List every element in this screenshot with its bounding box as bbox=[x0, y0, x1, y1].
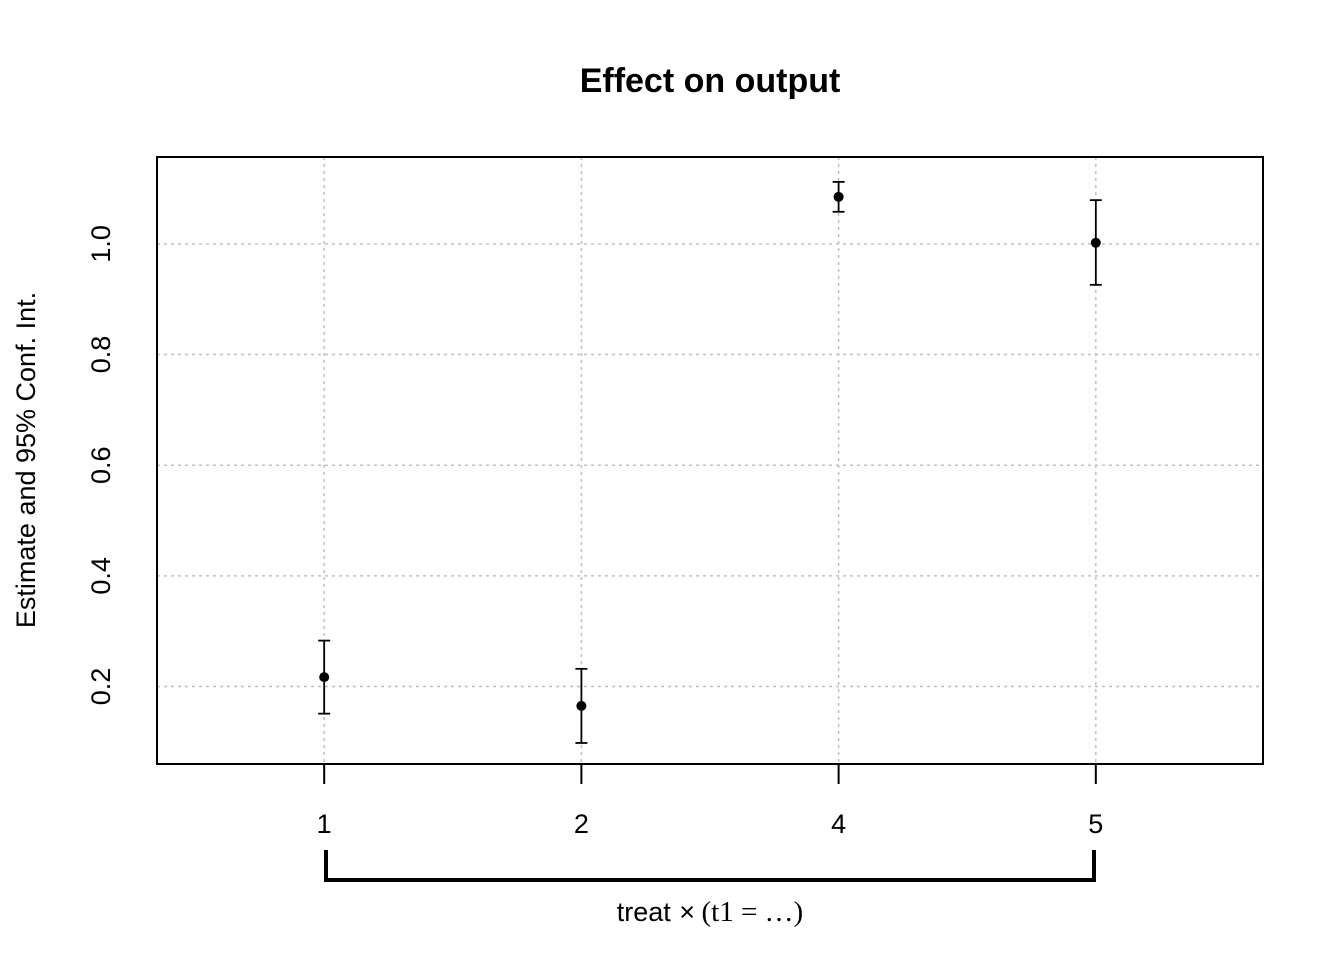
x-tick-label: 4 bbox=[831, 809, 846, 839]
grid-layer bbox=[157, 157, 1263, 764]
x-axis: 1 2 4 5 bbox=[317, 764, 1103, 839]
x-axis-label-math: (t1 = …) bbox=[701, 896, 803, 928]
y-axis-label: Estimate and 95% Conf. Int. bbox=[11, 292, 41, 628]
x-tick-label: 2 bbox=[574, 809, 589, 839]
estimate-point bbox=[576, 700, 587, 711]
marks-layer bbox=[318, 180, 1102, 744]
y-tick-label: 0.8 bbox=[86, 336, 116, 374]
estimate-point bbox=[833, 191, 844, 202]
chart-title: Effect on output bbox=[580, 62, 841, 100]
x-axis-label-times: × bbox=[679, 897, 695, 927]
x-axis-label: treat × (t1 = …) bbox=[617, 896, 803, 928]
y-tick-label: 0.2 bbox=[86, 668, 116, 706]
estimate-point bbox=[319, 672, 330, 683]
y-axis: 0.2 0.4 0.6 0.8 1.0 bbox=[86, 225, 116, 705]
y-tick-label: 0.4 bbox=[86, 557, 116, 595]
y-tick-label: 1.0 bbox=[86, 225, 116, 263]
estimate-point bbox=[1090, 237, 1101, 248]
y-tick-label: 0.6 bbox=[86, 446, 116, 484]
x-tick-label: 5 bbox=[1088, 809, 1103, 839]
x-axis-bracket bbox=[324, 850, 1096, 882]
plot-frame bbox=[156, 156, 1264, 765]
x-axis-label-prefix: treat bbox=[617, 897, 672, 927]
x-tick-label: 1 bbox=[317, 809, 332, 839]
